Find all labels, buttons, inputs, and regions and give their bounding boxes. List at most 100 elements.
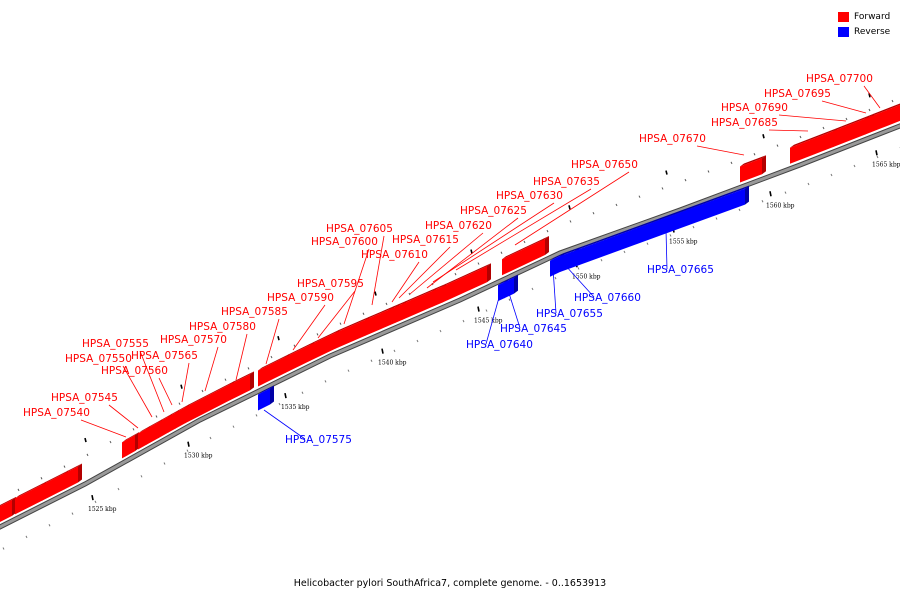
leader-line [507,289,521,329]
minor-mark [753,153,756,156]
minor-mark [531,287,534,291]
leader-line [514,171,630,246]
minor-mark [477,262,480,265]
leader-line [665,229,668,270]
tick-mark [84,437,87,443]
minor-mark [577,267,580,270]
tick-mark [91,494,94,501]
leader-line [564,264,595,298]
gene-label: HPSA_07630 [496,190,563,202]
minor-mark [569,220,572,223]
gene-label: HPSA_07640 [466,339,533,351]
gene-label: HPSA_07595 [297,278,364,290]
gene-unlabeled-3[interactable] [64,463,82,490]
minor-mark [807,182,810,186]
minor-mark [454,272,457,276]
leader-line [108,404,139,429]
gene-hpsa-07670[interactable] [740,155,766,183]
gene-label: HPSA_07645 [500,323,567,335]
leader-line [235,333,248,381]
tick-label: 1540 kbp [378,360,407,367]
minor-mark [117,487,120,491]
gene-label: HPSA_07660 [574,292,641,304]
leader-line [158,377,173,406]
minor-mark [155,415,158,418]
minor-mark [776,144,779,147]
minor-mark [224,378,227,381]
minor-mark [339,322,342,325]
minor-mark [845,117,848,121]
tick-label: 1530 kbp [184,453,213,460]
tick-mark [477,306,480,312]
gene-hpsa-07665[interactable] [575,185,749,267]
gene-hpsa-07575[interactable] [258,385,274,411]
leader-line [181,362,190,403]
gene-label: HPSA_07620 [425,220,492,232]
minor-mark [439,329,442,333]
gene-label: HPSA_07650 [571,159,638,171]
gene-label: HPSA_07540 [23,407,90,419]
minor-mark [109,440,112,444]
legend-label-reverse: Reverse [854,26,891,37]
genome-caption: Helicobacter pylori SouthAfrica7, comple… [293,578,607,589]
tick-mark [187,441,190,447]
tick-mark [665,170,668,175]
tick-mark [470,249,473,254]
leader-line [455,188,592,271]
minor-mark [209,436,212,440]
tick-label: 1565 kbp [872,161,900,168]
minor-mark [615,203,618,207]
minor-mark [163,462,166,465]
minor-mark [408,292,411,296]
minor-mark [255,414,258,417]
minor-mark [278,402,281,406]
minor-mark [485,309,488,312]
minor-mark [822,126,825,130]
minor-mark [738,208,741,212]
tick-mark [568,205,571,210]
gene-label: HPSA_07700 [806,73,873,85]
gene-hpsa-07650[interactable] [540,236,549,258]
minor-mark [830,173,833,177]
gene-label: HPSA_07655 [536,308,603,320]
gene-label: HPSA_07550 [65,353,132,365]
minor-mark [40,477,43,480]
tick-mark [868,93,871,98]
gene-label: HPSA_07555 [82,338,149,350]
gene-hpsa-07630[interactable] [442,263,491,303]
genome-backbone [0,124,900,529]
gene-label: HPSA_07590 [267,292,334,304]
minor-mark [178,402,181,405]
gene-label: HPSA_07575 [285,434,352,446]
minor-mark [140,475,143,478]
gene-hpsa-07700[interactable] [870,102,900,133]
minor-mark [638,195,641,198]
minor-mark [247,367,250,370]
leader-line [398,246,451,299]
gene-hpsa-07580[interactable] [230,371,254,401]
leader-line [821,100,867,114]
leader-line [778,114,847,122]
gene-label: HPSA_07600 [311,236,378,248]
gene-label: HPSA_07605 [326,223,393,235]
minor-mark [86,453,89,457]
leader-line [263,409,306,440]
tick-mark [381,348,384,354]
gene-label: HPSA_07545 [51,392,118,404]
minor-mark [692,225,695,229]
gene-label: HPSA_07670 [639,133,706,145]
gene-label: HPSA_07585 [221,306,288,318]
leader-line [696,145,745,156]
gene-label: HPSA_07665 [647,264,714,276]
minor-mark [48,524,51,527]
legend-label-forward: Forward [854,11,891,22]
minor-mark [186,449,189,452]
minor-mark [301,391,304,394]
gene-label: HPSA_07570 [160,334,227,346]
tick-label: 1560 kbp [766,202,795,209]
gene-label: HPSA_07625 [460,205,527,217]
tick-label: 1525 kbp [88,506,117,513]
gene-hpsa-07645[interactable] [504,274,518,299]
